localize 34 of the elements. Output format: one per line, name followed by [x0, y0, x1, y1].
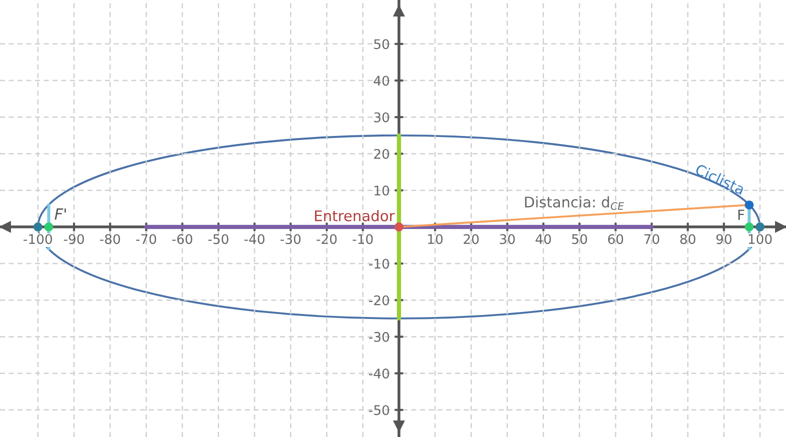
x-tick-label: -90	[64, 234, 84, 244]
x-tick-label: -50	[208, 234, 228, 244]
x-tick-label: 90	[716, 234, 732, 244]
y-tick-label: 20	[374, 148, 390, 159]
annotation: F	[738, 210, 744, 220]
x-tick-label: 10	[428, 234, 443, 244]
annotation: F'	[54, 208, 66, 220]
x-tick-label: -40	[244, 234, 264, 244]
x-tick-label: -80	[100, 234, 120, 244]
x-tick-label: 20	[464, 234, 479, 244]
x-tick-label: 70	[644, 234, 660, 244]
y-tick-label: 30	[374, 112, 390, 122]
y-tick-label: -20	[369, 295, 390, 306]
x-tick-label: 80	[680, 234, 696, 244]
x-tick-label: 50	[572, 234, 587, 244]
x-tick-label: -30	[280, 234, 301, 244]
x-tick-label: -10	[352, 234, 373, 244]
x-tick-label: -70	[136, 234, 156, 244]
y-tick-label: -10	[369, 258, 390, 269]
x-tick-label: 100	[748, 234, 772, 244]
y-tick-label: -50	[369, 405, 390, 416]
annotation: Distancia: d$_{CE}$	[525, 196, 624, 210]
x-tick-label: -100	[24, 234, 52, 244]
annotation: Entrenador	[315, 210, 395, 222]
x-tick-label: 30	[500, 234, 515, 244]
x-tick-label: -60	[172, 234, 192, 244]
x-tick-label: -20	[316, 234, 337, 244]
y-tick-label: 50	[374, 39, 390, 50]
x-tick-label: 40	[536, 234, 551, 244]
y-tick-label: -30	[369, 332, 390, 342]
y-tick-label: -40	[369, 368, 390, 379]
y-tick-label: 10	[374, 186, 390, 196]
x-tick-label: 60	[608, 234, 624, 244]
y-tick-label: 40	[374, 76, 390, 86]
